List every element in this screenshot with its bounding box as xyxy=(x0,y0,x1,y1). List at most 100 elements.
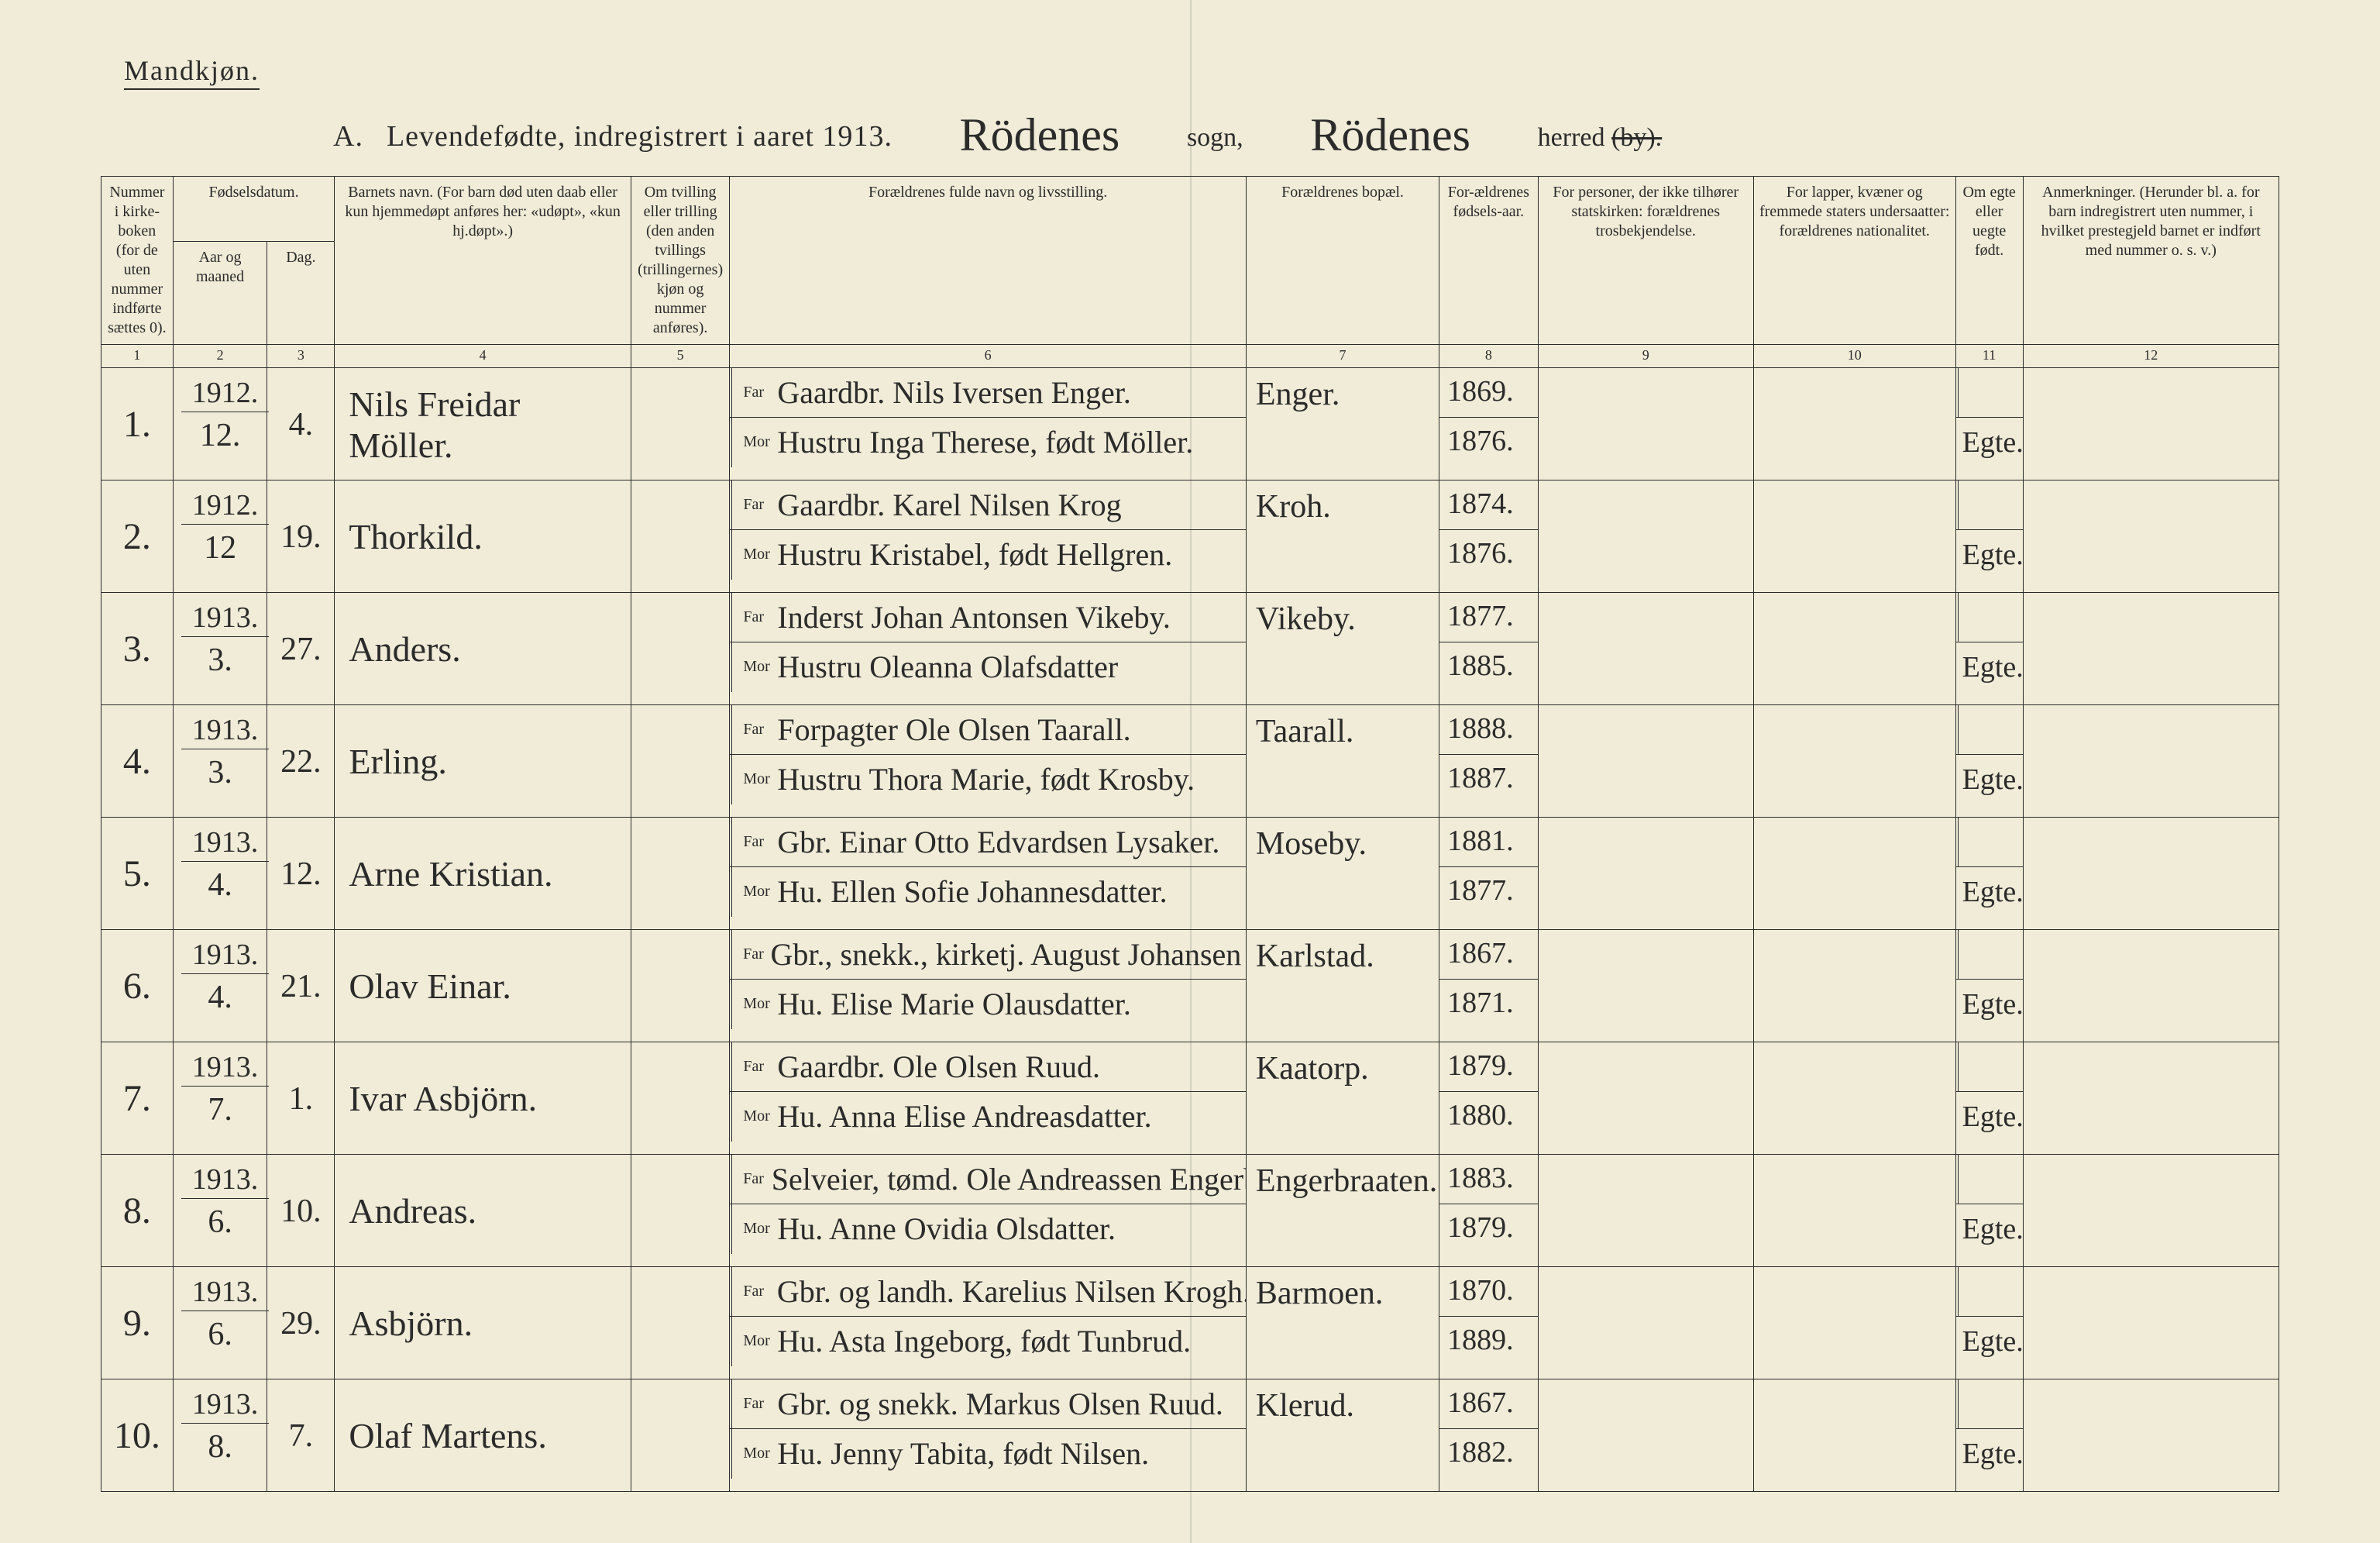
mother-birth-year: 1885. xyxy=(1439,642,1538,692)
legit-top xyxy=(1956,480,2023,530)
mother-row: MorHustru Inga Therese, født Möller. xyxy=(730,418,1246,467)
residence: Enger. xyxy=(1246,367,1439,480)
child-name: Andreas. xyxy=(335,1154,631,1266)
birth-year: 1913. xyxy=(181,1275,270,1311)
legit-bottom: Egte. xyxy=(1956,642,2023,692)
twin-info xyxy=(631,480,730,592)
father-row: FarGbr. og snekk. Markus Olsen Ruud. xyxy=(730,1379,1246,1429)
section-letter: A. xyxy=(333,119,363,153)
legit-text: Egte. xyxy=(1962,763,2024,797)
legit-bottom: Egte. xyxy=(1956,867,2023,917)
religion xyxy=(1538,929,1753,1042)
mother-label: Mor xyxy=(738,995,777,1013)
colnum-2: 2 xyxy=(173,345,267,368)
parent-years: 1867.1871. xyxy=(1439,929,1539,1042)
colnum-12: 12 xyxy=(2023,345,2279,368)
legit-top xyxy=(1956,1267,2023,1317)
colnum-3: 3 xyxy=(267,345,335,368)
mother-name: Hustru Kristabel, født Hellgren. xyxy=(777,536,1172,573)
birth-day: 27. xyxy=(267,592,335,704)
parents-cell: FarInderst Johan Antonsen Vikeby.MorHust… xyxy=(730,592,1247,704)
legitimacy: Egte. xyxy=(1955,367,2023,480)
twin-info xyxy=(631,367,730,480)
colnum-10: 10 xyxy=(1753,345,1955,368)
birth-day: 22. xyxy=(267,704,335,817)
legit-text: Egte. xyxy=(1962,538,2024,572)
birth-month: 7. xyxy=(181,1091,260,1128)
parents-cell: FarForpagter Ole Olsen Taarall.MorHustru… xyxy=(730,704,1247,817)
birth-day: 10. xyxy=(267,1154,335,1266)
twin-info xyxy=(631,817,730,929)
legit-top xyxy=(1956,1379,2023,1429)
legit-text: Egte. xyxy=(1962,425,2024,460)
legit-text: Egte. xyxy=(1962,875,2024,909)
nationality xyxy=(1753,929,1955,1042)
religion xyxy=(1538,592,1753,704)
residence: Moseby. xyxy=(1246,817,1439,929)
mother-birth-year: 1882. xyxy=(1439,1429,1538,1479)
child-name: Arne Kristian. xyxy=(335,817,631,929)
remarks xyxy=(2023,1379,2279,1491)
parents-cell: FarGaardbr. Karel Nilsen KrogMorHustru K… xyxy=(730,480,1247,592)
remarks xyxy=(2023,704,2279,817)
birth-month: 4. xyxy=(181,979,260,1016)
cell-divider xyxy=(731,1204,732,1254)
birth-month: 8. xyxy=(181,1428,260,1466)
birth-year-month: 1913. 8. xyxy=(173,1379,267,1491)
entry-number: 6. xyxy=(101,929,174,1042)
cell-divider xyxy=(731,930,732,979)
cell-divider xyxy=(731,530,732,580)
birth-year: 1912. xyxy=(181,376,270,412)
label-by-struck: (by). xyxy=(1611,123,1662,152)
mother-birth-year: 1880. xyxy=(1439,1092,1538,1142)
father-name: Forpagter Ole Olsen Taarall. xyxy=(777,711,1130,748)
remarks xyxy=(2023,1154,2279,1266)
mother-label: Mor xyxy=(738,546,777,563)
register-page: Mandkjøn. A. Levendefødte, indregistrert… xyxy=(0,0,2380,1543)
birth-day: 12. xyxy=(267,817,335,929)
label-sogn: sogn, xyxy=(1187,123,1243,153)
cell-divider xyxy=(731,980,732,1029)
entry-number: 9. xyxy=(101,1266,174,1379)
parents-cell: FarGaardbr. Ole Olsen Ruud.MorHu. Anna E… xyxy=(730,1042,1247,1154)
birth-day: 4. xyxy=(267,367,335,480)
mother-label: Mor xyxy=(738,433,777,451)
mother-label: Mor xyxy=(738,1220,777,1238)
parent-years: 1881.1877. xyxy=(1439,817,1539,929)
legitimacy: Egte. xyxy=(1955,592,2023,704)
cell-divider xyxy=(731,418,732,467)
legitimacy: Egte. xyxy=(1955,1042,2023,1154)
parents-cell: FarSelveier, tømd. Ole Andreassen Engerb… xyxy=(730,1154,1247,1266)
mother-name: Hu. Asta Ingeborg, født Tunbrud. xyxy=(777,1323,1191,1359)
father-row: FarGaardbr. Nils Iversen Enger. xyxy=(730,368,1246,418)
nationality xyxy=(1753,1154,1955,1266)
mother-row: MorHu. Asta Ingeborg, født Tunbrud. xyxy=(730,1317,1246,1366)
col-header-2g: Fødselsdatum. xyxy=(173,177,335,242)
father-label: Far xyxy=(738,721,777,739)
parish-name: Rödenes xyxy=(916,108,1164,162)
twin-info xyxy=(631,592,730,704)
birth-year-month: 1913.7. xyxy=(173,1042,267,1154)
birth-year: 1913. xyxy=(181,1387,270,1424)
twin-info xyxy=(631,1154,730,1266)
birth-year: 1913. xyxy=(181,713,270,749)
legit-bottom: Egte. xyxy=(1956,755,2023,804)
col-header-3: Dag. xyxy=(267,241,335,344)
child-name: Erling. xyxy=(335,704,631,817)
birth-day: 7. xyxy=(267,1379,335,1491)
colnum-7: 7 xyxy=(1246,345,1439,368)
legit-text: Egte. xyxy=(1962,1100,2024,1134)
nationality xyxy=(1753,817,1955,929)
legit-top xyxy=(1956,1042,2023,1092)
mother-row: MorHu. Ellen Sofie Johannesdatter. xyxy=(730,867,1246,917)
legit-bottom: Egte. xyxy=(1956,1204,2023,1254)
col-header-12: Anmerkninger. (Herunder bl. a. for barn … xyxy=(2023,177,2279,345)
father-label: Far xyxy=(738,384,777,401)
father-name: Gbr. og snekk. Markus Olsen Ruud. xyxy=(777,1386,1223,1422)
father-birth-year: 1879. xyxy=(1439,1042,1538,1092)
legitimacy: Egte. xyxy=(1955,1266,2023,1379)
parent-years: 1877.1885. xyxy=(1439,592,1539,704)
father-row: FarInderst Johan Antonsen Vikeby. xyxy=(730,593,1246,642)
legit-bottom: Egte. xyxy=(1956,1092,2023,1142)
gender-label: Mandkjøn. xyxy=(124,54,260,90)
